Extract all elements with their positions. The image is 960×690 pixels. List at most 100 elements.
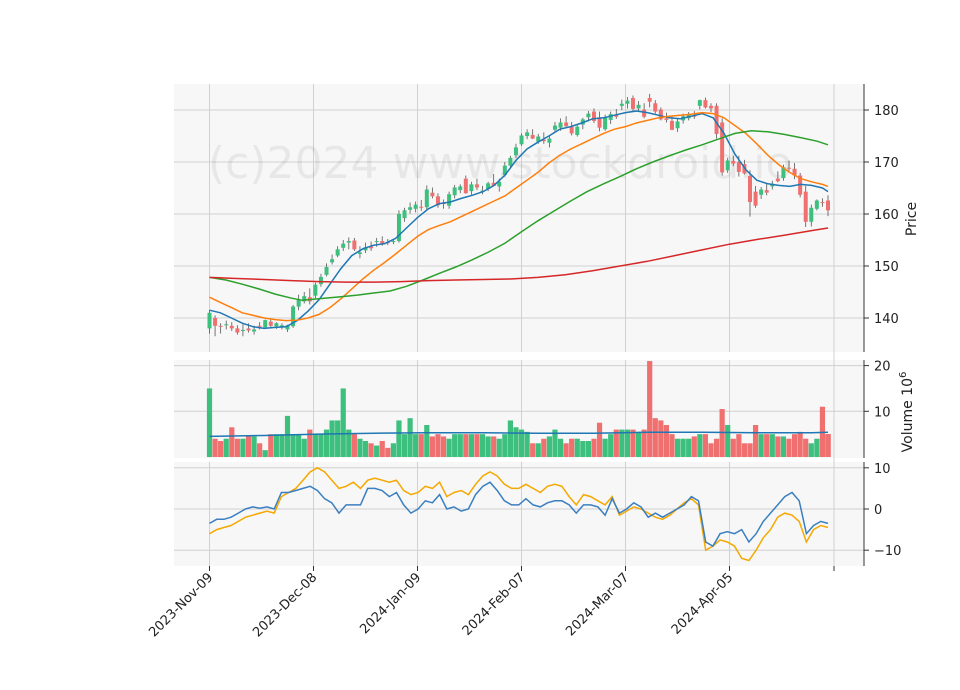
volume-bar: [491, 436, 497, 457]
watermark: (c)2024 www.stockdroid.io: [208, 138, 792, 189]
volume-bar: [569, 438, 575, 457]
volume-bar: [602, 438, 608, 457]
candle-body: [352, 240, 357, 250]
candle-body: [658, 109, 663, 120]
candle-body: [291, 306, 296, 327]
candle-body: [458, 186, 463, 191]
volume-bar: [262, 450, 268, 457]
candle-body: [792, 168, 797, 176]
volume-tick-label: 20: [874, 360, 891, 375]
candle-body: [775, 178, 780, 182]
volume-bar: [730, 438, 736, 457]
x-tick-label: 2023-Dec-08: [250, 570, 320, 640]
candle-body: [274, 323, 279, 327]
volume-bar: [223, 438, 229, 457]
volume-bar: [725, 425, 731, 457]
volume-bar: [635, 431, 642, 457]
volume-bar: [535, 443, 541, 457]
candle-body: [753, 191, 758, 206]
x-tick-label: 2024-Feb-07: [460, 570, 529, 639]
candle-body: [619, 103, 624, 106]
volume-bar: [284, 415, 291, 457]
volume-bar: [775, 436, 781, 457]
moving-average-line: [209, 110, 829, 330]
volume-bar: [329, 420, 335, 457]
volume-bar: [413, 434, 419, 457]
volume-bar: [290, 434, 296, 457]
candle-body: [720, 122, 725, 173]
volume-bar: [418, 434, 424, 457]
candle-body: [703, 100, 708, 108]
volume-bar: [652, 418, 658, 457]
candle-body: [235, 328, 240, 333]
candle-body: [564, 122, 569, 127]
candle-body: [318, 276, 323, 285]
volume-bar: [752, 425, 759, 457]
volume-bar: [318, 434, 324, 457]
volume-bar: [429, 436, 435, 457]
volume-bar: [574, 438, 580, 457]
candle-body: [653, 103, 658, 112]
candle-body: [826, 200, 830, 211]
volume-bar: [647, 361, 653, 457]
volume-tick-label: 10: [874, 405, 891, 420]
candle-body: [263, 320, 268, 328]
candle-body: [324, 267, 329, 275]
candle-body: [218, 325, 223, 327]
candle-body: [731, 160, 736, 164]
candle-body: [647, 98, 652, 102]
price-tick-label: 180: [874, 104, 899, 119]
candle-body: [558, 122, 563, 128]
price-axis-label: Price: [904, 202, 920, 236]
candle-body: [486, 183, 491, 190]
moving-average-line: [209, 227, 829, 283]
volume-bar: [513, 427, 519, 457]
candle-body: [424, 189, 429, 208]
volume-bar: [401, 434, 408, 457]
candle-body: [603, 117, 608, 130]
candle-body: [330, 259, 335, 263]
volume-bar: [301, 438, 307, 457]
candle-body: [820, 202, 825, 204]
volume-bar: [474, 434, 480, 457]
moving-average-line: [209, 111, 829, 322]
x-tick-label: 2024-Apr-05: [669, 570, 736, 637]
price-tick-label: 140: [874, 312, 899, 327]
candle-body: [296, 299, 301, 307]
candle-body: [430, 192, 435, 197]
oscillator-series: [209, 466, 829, 562]
candle-body: [257, 325, 262, 327]
volume-bar: [691, 436, 697, 457]
volume-bar: [346, 429, 352, 457]
candle-body: [697, 100, 702, 106]
volume-bar: [245, 436, 252, 457]
candle-body: [469, 184, 474, 192]
moving-average-line: [209, 130, 829, 302]
volume-bar: [585, 441, 592, 457]
volume-bar: [273, 434, 279, 457]
volume-bar: [435, 434, 441, 457]
price-tick-label: 170: [874, 156, 899, 171]
price-panel: [174, 84, 864, 352]
candle-body: [764, 190, 769, 193]
volume-axis-label: Volume 106: [898, 372, 916, 453]
candle-body: [313, 284, 318, 296]
candle-body: [363, 247, 368, 251]
volume-bar: [630, 429, 636, 457]
candle-body: [814, 200, 819, 209]
volume-bar: [736, 434, 742, 457]
candle-body: [614, 114, 619, 117]
volume-bar: [307, 429, 313, 457]
volume-bar: [312, 434, 318, 457]
candle-body: [346, 241, 351, 243]
candle-body: [569, 126, 574, 134]
volume-bar: [591, 438, 597, 457]
candle-body: [508, 157, 513, 166]
candle-body: [586, 113, 591, 118]
volume-bar: [524, 431, 530, 457]
candle-body: [391, 241, 396, 243]
volume-bar: [379, 441, 385, 457]
volume-bar: [791, 434, 798, 457]
candle-body: [803, 191, 808, 222]
volume-bar: [741, 443, 748, 457]
